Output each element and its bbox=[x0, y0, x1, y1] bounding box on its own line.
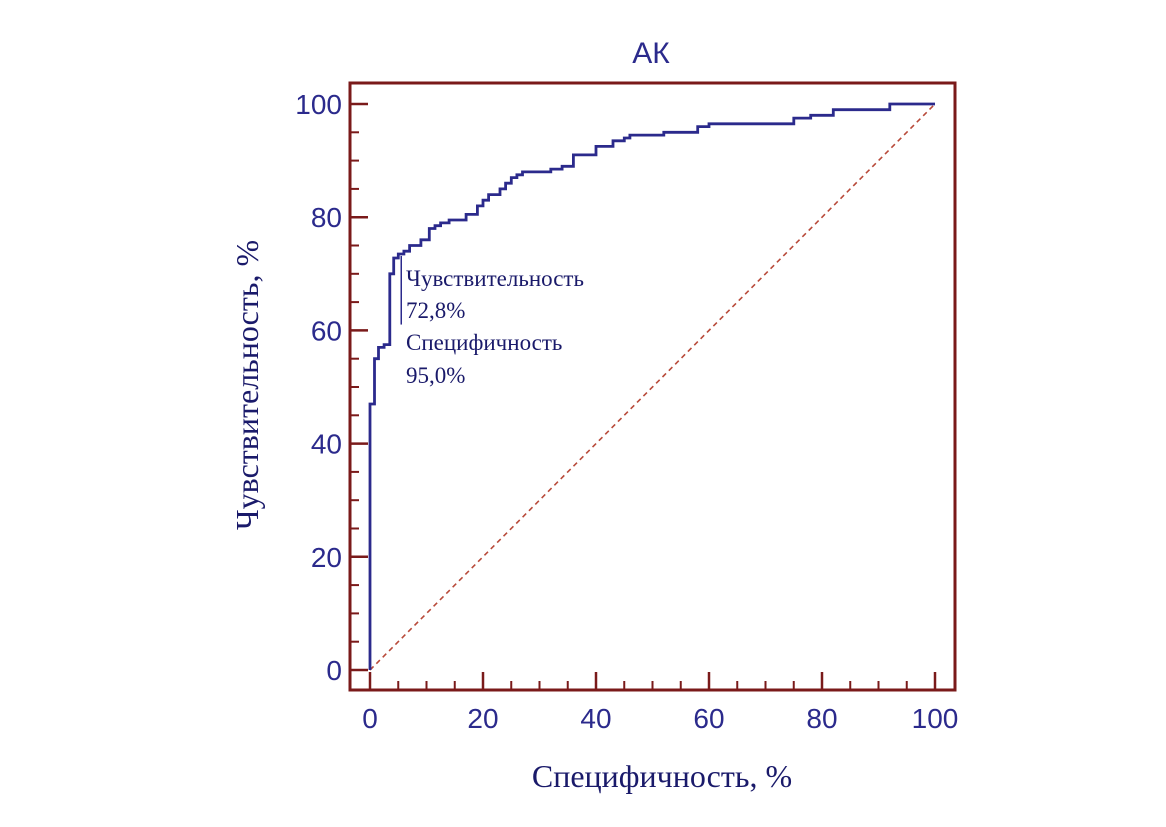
x-tick-label: 40 bbox=[580, 703, 611, 734]
y-tick-labels: 0 20 40 60 80 100 bbox=[295, 89, 342, 686]
annotation-line-4: 95,0% bbox=[406, 363, 465, 388]
plot-frame bbox=[348, 81, 957, 692]
x-tick-labels: 0 20 40 60 80 100 bbox=[362, 703, 958, 734]
x-tick-label: 100 bbox=[912, 703, 959, 734]
annotation-line-2: 72,8% bbox=[406, 298, 465, 323]
annotation-line-3: Специфичность bbox=[406, 330, 562, 355]
annotation-line-1: Чувствительность bbox=[406, 266, 584, 291]
x-tick-label: 20 bbox=[467, 703, 498, 734]
chart-title: АК bbox=[632, 37, 670, 70]
x-tick-label: 80 bbox=[806, 703, 837, 734]
y-tick-label: 80 bbox=[311, 202, 342, 233]
x-tick-label: 60 bbox=[693, 703, 724, 734]
y-tick-label: 20 bbox=[311, 542, 342, 573]
y-tick-label: 60 bbox=[311, 315, 342, 346]
cutoff-annotation: Чувствительность 72,8% Специфичность 95,… bbox=[406, 266, 584, 388]
x-tick-label: 0 bbox=[362, 703, 378, 734]
y-tick-label: 100 bbox=[295, 89, 342, 120]
roc-curve bbox=[368, 102, 935, 670]
y-axis-title: Чувствительность, % bbox=[229, 240, 265, 530]
y-tick-label: 0 bbox=[326, 655, 342, 686]
x-axis-title: Специфичность, % bbox=[532, 758, 792, 794]
diagonal-reference-line bbox=[369, 103, 936, 671]
y-tick-label: 40 bbox=[311, 429, 342, 460]
